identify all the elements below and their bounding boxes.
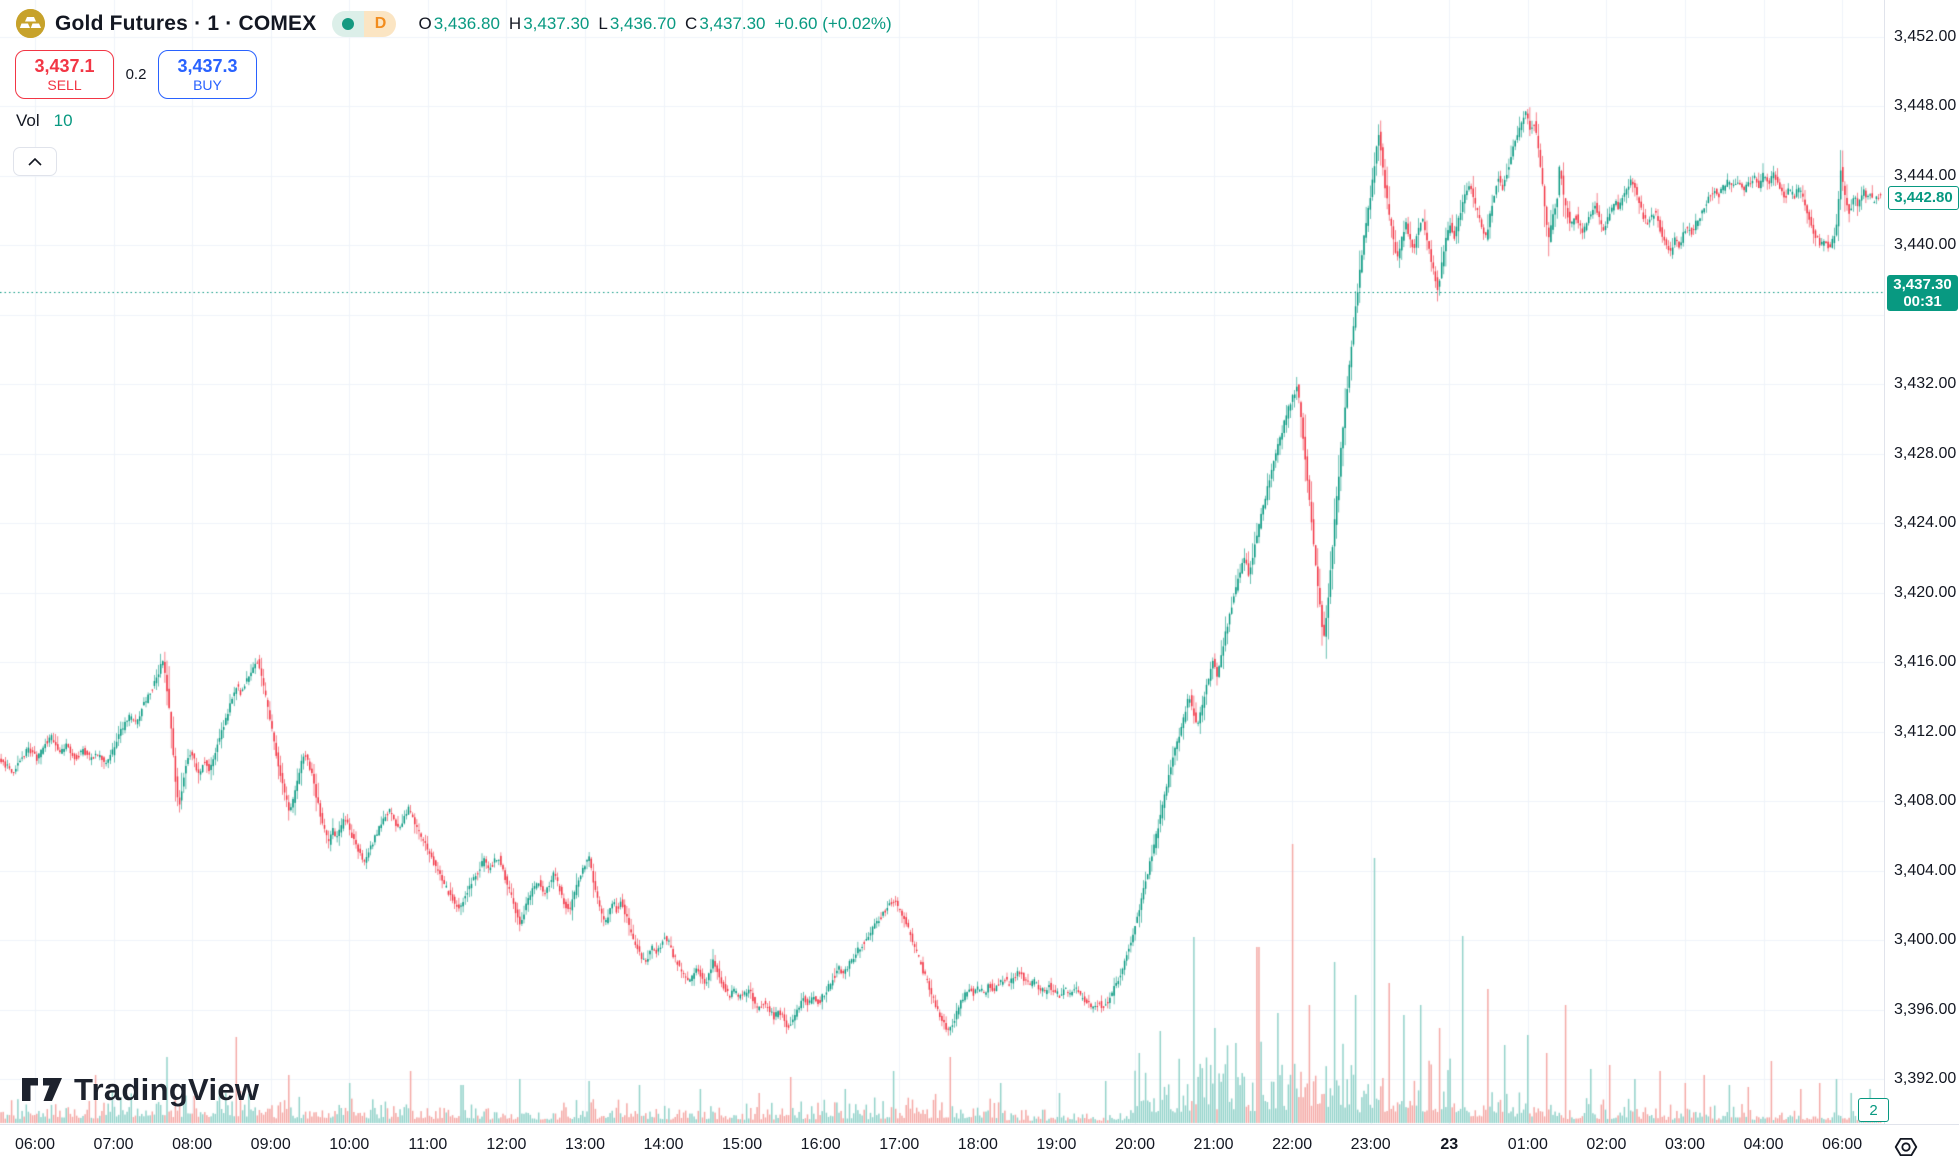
chevron-up-icon [28, 157, 42, 166]
time-tick-label: 18:00 [957, 1136, 998, 1153]
volume-indicator-row[interactable]: Vol 10 [16, 111, 73, 131]
spread-value: 0.2 [125, 66, 147, 83]
price-tick-label: 3,448.00 [1894, 97, 1957, 115]
buy-price: 3,437.3 [177, 56, 238, 77]
sell-price: 3,437.1 [34, 56, 95, 77]
price-tick-label: 3,396.00 [1894, 1000, 1957, 1018]
time-tick-label: 10:00 [329, 1136, 370, 1153]
time-tick-label: 17:00 [879, 1136, 920, 1153]
time-tick-label: 04:00 [1743, 1136, 1784, 1153]
time-tick-label: 09:00 [250, 1136, 291, 1153]
time-tick-label: 19:00 [1036, 1136, 1077, 1153]
ohlc-readout: O 3,436.80 H 3,437.30 L 3,436.70 C 3,437.30 … [418, 14, 891, 34]
last-price-label: 3,442.80 [1888, 185, 1959, 210]
market-status-pill[interactable]: D [332, 10, 397, 37]
time-tick-label: 06:00 [1822, 1136, 1863, 1153]
time-tick-label: 02:00 [1586, 1136, 1627, 1153]
price-tick-label: 3,452.00 [1894, 28, 1957, 45]
collapse-legend-button[interactable] [13, 147, 57, 176]
open-value: 3,436.80 [433, 13, 500, 33]
change-value: +0.60 (+0.02%) [774, 13, 892, 33]
low-label: L [598, 13, 608, 33]
price-tick-label: 3,400.00 [1894, 931, 1957, 949]
price-tick-label: 3,392.00 [1894, 1070, 1957, 1088]
price-tick-label: 3,444.00 [1894, 166, 1957, 184]
price-tick-label: 3,404.00 [1894, 861, 1957, 879]
volume-indicator-value: 10 [53, 111, 73, 130]
time-tick-label: 06:00 [14, 1136, 56, 1153]
tradingview-watermark: TradingView [22, 1072, 259, 1108]
sell-label: SELL [47, 76, 82, 93]
high-value: 3,437.30 [523, 13, 590, 33]
buy-label: BUY [193, 76, 222, 93]
high-label: H [508, 13, 522, 33]
gold-symbol-icon [16, 9, 45, 38]
time-tick-label: 01:00 [1507, 1136, 1548, 1153]
price-tick-label: 3,412.00 [1894, 722, 1957, 740]
price-axis[interactable]: 3,442.80 3,437.30 00:31 2 3,452.00 3,448.… [1858, 0, 1959, 1124]
time-tick-label: 23 [1440, 1136, 1459, 1153]
price-tick-label: 3,408.00 [1894, 792, 1957, 810]
current-price-countdown-label: 3,437.30 00:31 [1887, 275, 1958, 312]
time-tick-label: 22:00 [1272, 1136, 1313, 1153]
price-tick-label: 3,424.00 [1894, 514, 1957, 532]
tradingview-logo-text: TradingView [74, 1072, 260, 1107]
market-open-segment[interactable] [332, 10, 365, 37]
timeframe-d-button[interactable]: D [364, 10, 397, 37]
open-label: O [418, 13, 432, 33]
time-tick-label: 20:00 [1114, 1136, 1155, 1153]
countdown-time: 00:31 [1903, 293, 1942, 311]
time-tick-label: 16:00 [800, 1136, 841, 1153]
symbol-legend[interactable]: Gold Futures · 1 · COMEX D O 3,436.80 H 3,… [16, 9, 892, 38]
price-tick-label: 3,420.00 [1894, 583, 1957, 601]
time-tick-label: 12:00 [486, 1136, 527, 1153]
time-tick-label: 23:00 [1350, 1136, 1391, 1153]
close-value: 3,437.30 [699, 13, 766, 33]
buy-button[interactable]: 3,437.3 BUY [158, 50, 257, 99]
time-tick-label: 13:00 [564, 1136, 606, 1153]
time-tick-label: 15:00 [722, 1136, 763, 1153]
price-tick-label: 3,416.00 [1894, 653, 1957, 671]
price-tick-label: 3,432.00 [1894, 375, 1957, 393]
time-tick-label: 21:00 [1193, 1136, 1234, 1153]
close-label: C [685, 13, 698, 33]
chart-canvas[interactable] [0, 0, 1884, 1124]
order-panel: 3,437.1 SELL 0.2 3,437.3 BUY [15, 50, 257, 99]
timescale-settings-icon[interactable] [1893, 1134, 1919, 1160]
price-tick-label: 3,428.00 [1894, 444, 1957, 462]
time-tick-label: 07:00 [93, 1136, 134, 1153]
low-value: 3,436.70 [609, 13, 677, 33]
symbol-title[interactable]: Gold Futures · 1 · COMEX [55, 11, 317, 35]
time-tick-label: 08:00 [172, 1136, 213, 1153]
time-tick-label: 03:00 [1664, 1136, 1705, 1153]
time-tick-label: 14:00 [643, 1136, 684, 1153]
price-tick-label: 3,440.00 [1894, 236, 1957, 254]
volume-indicator-label: Vol [16, 111, 40, 130]
time-tick-label: 11:00 [408, 1136, 448, 1153]
time-axis[interactable]: 06:00 07:00 08:00 09:00 10:00 11:00 12:00 13:00… [0, 1124, 1959, 1170]
tradingview-logo-icon [22, 1077, 62, 1101]
sell-button[interactable]: 3,437.1 SELL [15, 50, 114, 99]
countdown-price: 3,437.30 [1893, 276, 1952, 294]
volume-axis-value: 2 [1858, 1098, 1889, 1122]
market-status-dot-icon [342, 17, 355, 30]
